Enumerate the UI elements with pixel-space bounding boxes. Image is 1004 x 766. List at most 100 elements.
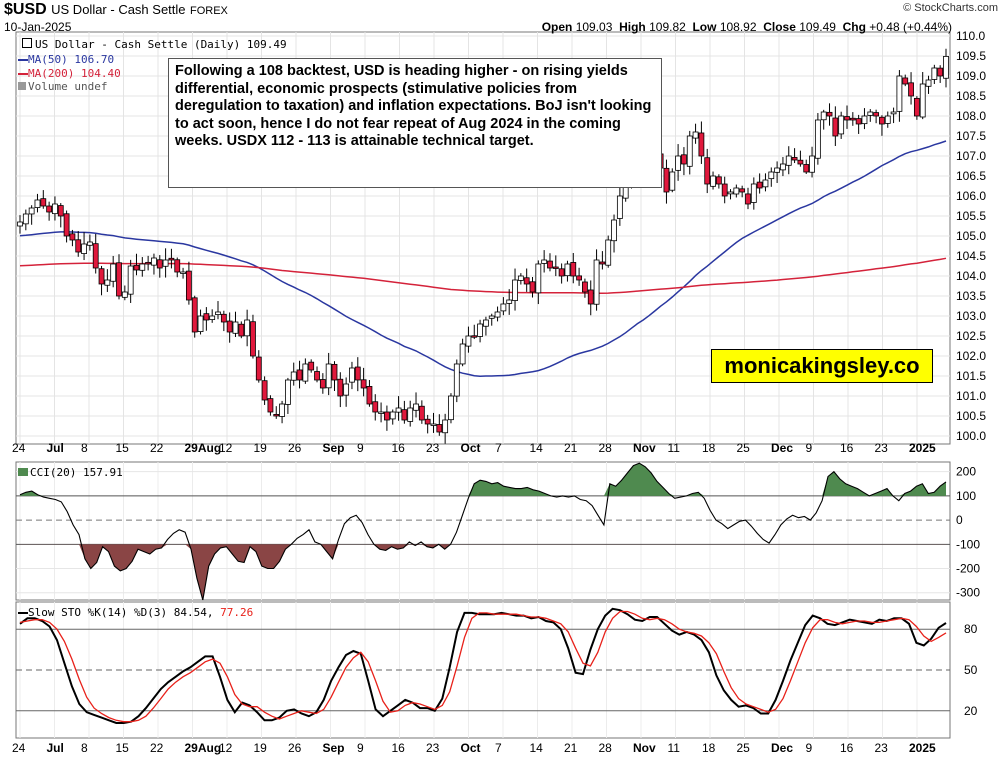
candle-down (721, 183, 728, 197)
x-tick-label: 9 (357, 741, 364, 755)
candle-down (873, 112, 880, 117)
candle-down (366, 386, 373, 405)
x-tick-label: Dec (771, 741, 793, 755)
candle-up (768, 171, 775, 180)
x-tick-label: 29Aug (185, 741, 222, 755)
x-tick-label: 18 (702, 741, 716, 755)
candle-up (349, 367, 355, 383)
x-tick-label: 26 (288, 441, 302, 455)
cci-line (19, 462, 947, 601)
x-tick-label: 21 (564, 741, 578, 755)
legend-volume: Volume undef (18, 80, 107, 93)
candle-down (226, 320, 233, 333)
candle-up (180, 271, 186, 274)
candle-up (500, 303, 507, 312)
candle-up (284, 379, 291, 405)
x-tick-label: 19 (254, 441, 268, 455)
close-value: 109.49 (799, 20, 836, 34)
candle-up (710, 175, 716, 187)
x-tick-label: 23 (875, 741, 889, 755)
candle-up (232, 321, 239, 334)
sto-k-line (19, 607, 947, 724)
candle-down (937, 67, 944, 77)
candle-down (319, 379, 326, 389)
candle-up (121, 291, 128, 298)
candle-down (220, 313, 227, 323)
candle-down (69, 233, 76, 241)
cci-panel (19, 462, 947, 601)
price-y-tick-label: 106.5 (956, 169, 986, 183)
candle-down (663, 167, 670, 193)
x-tick-label: 7 (495, 741, 502, 755)
candle-up (890, 111, 897, 115)
x-tick-label: 12 (219, 441, 233, 455)
price-y-tick-label: 100.5 (956, 409, 986, 423)
x-tick-label: 23 (426, 741, 440, 755)
candle-down (681, 154, 687, 165)
cci-y-tick-label: 0 (956, 513, 963, 527)
candle-down (803, 164, 810, 173)
cci-swatch (18, 468, 28, 476)
candle-up (675, 155, 682, 171)
x-tick-label: Oct (461, 741, 481, 755)
candle-down (296, 369, 303, 381)
ticker-symbol: $USD (4, 1, 47, 18)
y-axis-labels: 100.0 100.5 101.0 101.5 102.0 102.5 103.0 103.5… (956, 29, 986, 718)
x-tick-label: 2025 (909, 741, 936, 755)
candle-up (197, 315, 204, 332)
legend-volume-text: Volume undef (28, 80, 108, 93)
candle-down (436, 424, 443, 433)
x-tick-label: 9 (806, 441, 813, 455)
x-tick-label: Jul (47, 741, 64, 755)
candle-up (139, 263, 146, 271)
candle-down (98, 268, 105, 285)
price-y-tick-label: 104.5 (956, 249, 986, 263)
candle-up (442, 419, 449, 434)
candle-down (704, 157, 711, 185)
candle-down (384, 411, 390, 421)
candle-up (884, 115, 891, 124)
candle-up (244, 319, 251, 337)
panel-frame-2 (15, 461, 951, 601)
x-tick-label: Sep (323, 441, 345, 455)
x-tick-label: 21 (564, 441, 578, 455)
candle-up (750, 183, 757, 203)
price-y-tick-label: 102.0 (956, 349, 986, 363)
price-y-tick-label: 105.5 (956, 209, 986, 223)
candle-up (517, 275, 524, 281)
moving-averages (19, 140, 947, 377)
price-y-tick-label: 100.0 (956, 429, 986, 443)
cci-y-tick-label: -200 (956, 562, 980, 576)
candle-down (715, 176, 722, 185)
candle-down (552, 266, 559, 269)
price-y-tick-label: 110.0 (956, 29, 985, 43)
candle-up (564, 263, 571, 277)
candle-down (314, 371, 320, 381)
candle-up (209, 315, 216, 320)
candle-down (576, 275, 582, 281)
candle-up (52, 203, 58, 215)
price-y-tick-label: 102.5 (956, 329, 986, 343)
chart-date: 10-Jan-2025 (4, 20, 72, 34)
candle-up (465, 335, 472, 347)
price-y-tick-label: 108.5 (956, 89, 986, 103)
cci-y-tick-label: 200 (956, 465, 976, 479)
candle-up (669, 171, 676, 191)
price-y-tick-label: 107.5 (956, 129, 986, 143)
ohlc-readout: Open 109.03 High 109.82 Low 108.92 Close… (542, 20, 952, 34)
stochastic-panel (19, 607, 947, 724)
candle-up (943, 56, 949, 79)
legend-sto-d: 77.26 (220, 606, 254, 619)
candle-down (174, 259, 181, 273)
x-tick-label: 25 (737, 441, 751, 455)
x-tick-label: Dec (771, 441, 793, 455)
legend-ma200-text: MA(200) 104.40 (28, 67, 121, 80)
candle-down (156, 259, 163, 269)
candle-up (453, 363, 460, 397)
candle-up (919, 83, 926, 118)
x-tick-label: 18 (702, 441, 716, 455)
x-tick-label: Oct (461, 441, 481, 455)
candle-up (290, 371, 297, 381)
candle-down (698, 132, 705, 157)
candle-down (547, 260, 553, 269)
